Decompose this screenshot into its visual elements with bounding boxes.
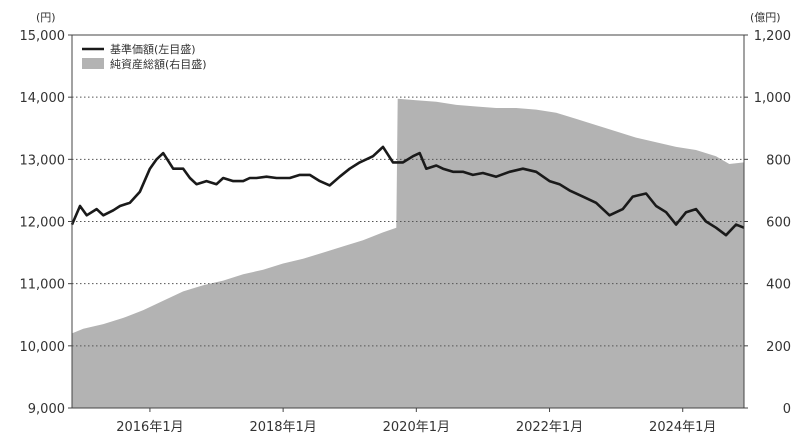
- left-tick-label: 13,000: [20, 153, 66, 168]
- line-series: [70, 145, 745, 237]
- left-tick-label: 12,000: [20, 216, 66, 231]
- legend-area-swatch: [82, 58, 104, 69]
- right-tick-label: 1,200: [754, 29, 791, 44]
- left-tick-label: 15,000: [20, 29, 66, 44]
- left-axis-ticks: 15,000 14,000 13,000 12,000 11,000 10,000 9,00…: [20, 29, 72, 417]
- legend-label-nav: 基準価額(左目盛): [110, 42, 196, 56]
- area-series: [72, 98, 744, 408]
- left-tick-label: 14,000: [20, 91, 66, 106]
- right-tick-label: 800: [766, 153, 791, 168]
- left-tick-label: 10,000: [20, 340, 66, 355]
- left-axis-unit: (円): [36, 11, 56, 24]
- gridlines: [72, 96, 744, 347]
- legend: 基準価額(左目盛) 純資産総額(右目盛): [82, 42, 207, 71]
- left-tick-label: 9,000: [28, 402, 65, 417]
- right-axis-ticks: 1,200 1,000 800 600 400 200 0: [744, 29, 791, 417]
- right-axis-unit: (億円): [750, 11, 781, 24]
- left-tick-label: 11,000: [20, 278, 66, 293]
- x-tick-label: 2018年1月: [249, 420, 316, 435]
- right-tick-label: 0: [783, 402, 791, 417]
- net-assets-area: [72, 98, 744, 408]
- x-tick-label: 2016年1月: [116, 420, 183, 435]
- nav-line: [70, 145, 745, 237]
- x-tick-label: 2020年1月: [383, 420, 450, 435]
- right-tick-label: 600: [766, 216, 791, 231]
- right-tick-label: 200: [766, 340, 791, 355]
- x-axis-ticks: 2016年1月 2018年1月 2020年1月 2022年1月 2024年1月: [116, 408, 716, 435]
- right-tick-label: 400: [766, 278, 791, 293]
- x-tick-label: 2022年1月: [516, 420, 583, 435]
- legend-label-net-assets: 純資産総額(右目盛): [110, 57, 207, 71]
- right-tick-label: 1,000: [754, 91, 791, 106]
- x-tick-label: 2024年1月: [649, 420, 716, 435]
